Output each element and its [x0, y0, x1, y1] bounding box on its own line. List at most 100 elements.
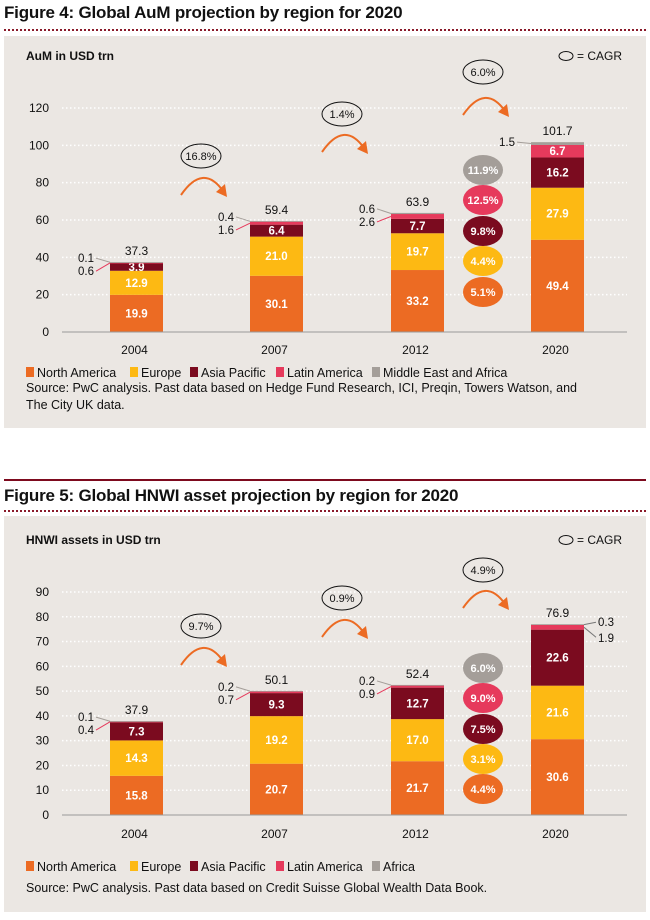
title-divider [4, 29, 646, 31]
region-cagr-label: 4.4% [470, 256, 495, 268]
leader-line [95, 716, 111, 722]
small-value-label: 1.9 [598, 633, 614, 645]
region-cagr-label: 7.5% [470, 724, 495, 736]
figure-4-panel: AuM in USD trn = CAGR 0 20 40 60 80 100 120 19.9 1… [4, 36, 646, 428]
region-cagr-ellipse [463, 653, 503, 683]
legend-swatch [372, 861, 380, 871]
legend-swatch [372, 367, 380, 377]
bar-total-label: 101.7 [542, 124, 572, 138]
growth-arrow-icon [180, 647, 224, 666]
legend-label: North America [37, 366, 116, 380]
bar-segment [531, 157, 584, 188]
y-tick-label: 60 [36, 659, 50, 673]
arrowhead-icon [498, 597, 509, 610]
bar-value-label: 7.7 [410, 221, 426, 233]
bar-total-label: 76.9 [546, 606, 570, 620]
bar-value-label: 9.3 [269, 700, 285, 712]
bar-value-label: 21.6 [546, 707, 568, 719]
bar-segment [531, 685, 584, 740]
y-tick-label: 120 [29, 101, 49, 115]
leader-line [235, 691, 251, 701]
bar-total-label: 37.9 [125, 703, 149, 717]
period-cagr-label: 6.0% [470, 67, 495, 79]
figure-4-title: Figure 4: Global AuM projection by regio… [4, 3, 403, 22]
cagr-ellipse [321, 101, 363, 127]
bar-value-label: 19.9 [125, 308, 147, 320]
period-cagr-label: 1.4% [329, 109, 354, 121]
leader-line [235, 686, 251, 692]
arrowhead-icon [357, 626, 368, 639]
cagr-ellipse [462, 557, 504, 583]
bar-value-label: 3.9 [129, 262, 145, 274]
arrowhead-icon [216, 184, 227, 197]
bar-value-label: 19.7 [406, 247, 428, 259]
y-tick-label: 100 [29, 138, 49, 152]
growth-arrow-icon [321, 619, 365, 638]
leader-line [95, 721, 111, 731]
legend-swatch [26, 861, 34, 871]
y-tick-label: 60 [36, 213, 50, 227]
x-tick-label: 2007 [261, 343, 288, 357]
bar-segment [531, 187, 584, 240]
y-tick-label: 0 [42, 808, 49, 822]
y-axis-label: AuM in USD trn [26, 49, 114, 63]
period-cagr-label: 9.7% [188, 621, 213, 633]
bar-segment [250, 716, 303, 764]
arrowhead-icon [498, 104, 509, 117]
region-cagr-ellipse [463, 277, 503, 307]
bar-segment [391, 270, 444, 332]
bar-segment [531, 142, 584, 145]
bar-segment [250, 236, 303, 276]
small-value-label: 0.1 [78, 253, 94, 265]
bar-segment [531, 739, 584, 815]
small-value-label: 0.4 [78, 725, 95, 737]
small-value-label: 1.5 [499, 137, 515, 149]
figure-5-panel: HNWI assets in USD trn = CAGR 0 10 20 30 40 50 6… [4, 516, 646, 912]
bar-value-label: 12.7 [406, 698, 428, 710]
y-tick-label: 40 [36, 250, 50, 264]
small-value-label: 0.1 [78, 712, 94, 724]
region-cagr-ellipse [463, 216, 503, 246]
cagr-ellipse [321, 585, 363, 611]
bar-segment [391, 684, 444, 686]
small-value-label: 0.4 [218, 212, 235, 224]
hnwi-chart: HNWI assets in USD trn = CAGR 0 10 20 30 40 50 6… [26, 533, 627, 895]
region-cagr-ellipse [463, 774, 503, 804]
region-cagr-label: 6.0% [470, 663, 495, 675]
bar-value-label: 19.2 [265, 735, 287, 747]
leader-line [583, 621, 597, 626]
leader-line [235, 216, 251, 222]
bar-value-label: 30.6 [546, 772, 568, 784]
bar-value-label: 16.2 [546, 168, 568, 180]
growth-arrow-icon [180, 177, 224, 196]
bar-segment [110, 775, 163, 815]
leader-line [235, 222, 251, 231]
source-note: Source: PwC analysis. Past data based on… [26, 381, 577, 395]
section-divider [4, 479, 646, 481]
bar-segment [531, 624, 584, 626]
bar-segment [391, 233, 444, 271]
legend-swatch [276, 367, 284, 377]
x-tick-label: 2020 [542, 343, 569, 357]
bar-total-label: 63.9 [406, 195, 430, 209]
y-tick-label: 20 [36, 288, 50, 302]
bar-total-label: 52.4 [406, 667, 430, 681]
bar-value-label: 27.9 [546, 209, 568, 221]
region-cagr-label: 9.0% [470, 693, 495, 705]
bar-value-label: 15.8 [125, 790, 148, 802]
bar-segment [250, 763, 303, 815]
arrowhead-icon [216, 654, 227, 667]
leader-line [95, 262, 111, 272]
region-cagr-ellipse [463, 246, 503, 276]
bar-segment [391, 687, 444, 720]
bar-segment [250, 693, 303, 717]
bar-segment [391, 761, 444, 815]
period-cagr-label: 16.8% [185, 151, 216, 163]
bar-value-label: 33.2 [406, 296, 428, 308]
source-note: Source: PwC analysis. Past data based on… [26, 881, 487, 895]
legend-swatch [130, 367, 138, 377]
leader-line [376, 208, 392, 214]
arrowhead-icon [357, 141, 368, 154]
region-cagr-ellipse [463, 683, 503, 713]
legend-label: Middle East and Africa [383, 366, 507, 380]
